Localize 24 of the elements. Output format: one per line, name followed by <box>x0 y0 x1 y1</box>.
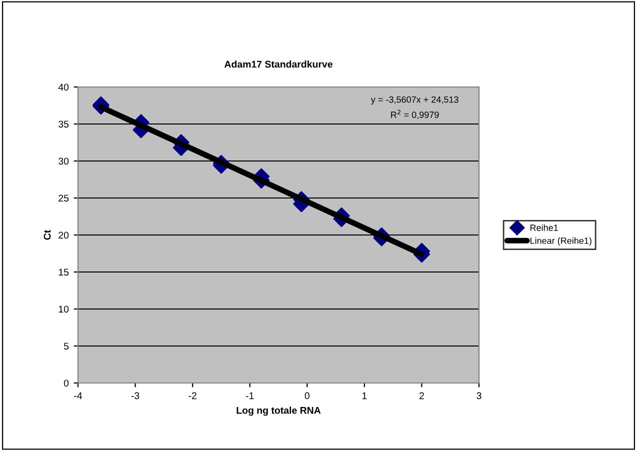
x-tick-label: -4 <box>74 392 82 400</box>
x-tick-label: 2 <box>420 392 424 400</box>
x-tick-label: 0 <box>304 392 310 400</box>
y-tick-label: 25 <box>58 194 69 202</box>
x-tick-label: 3 <box>476 392 482 400</box>
y-tick-label: 15 <box>58 268 69 276</box>
y-tick-label: 35 <box>58 120 69 128</box>
legend-label: Reihe1 <box>530 224 558 231</box>
y-tick-label: 10 <box>58 306 69 313</box>
annotation: R$^{2}$ = 0,9979 <box>391 110 439 120</box>
x-tick-label: 1 <box>362 392 367 400</box>
x-tick-label: -1 <box>246 392 254 400</box>
x-tick-label: -2 <box>188 392 196 400</box>
annotation: y = -3,5607x + 24,513 <box>370 96 458 105</box>
y-axis-title: Ct <box>44 230 51 240</box>
legend-label: Linear (Reihe1) <box>530 237 592 246</box>
y-tick-label: 5 <box>64 342 69 350</box>
y-tick-label: 40 <box>58 84 69 91</box>
y-tick-label: 30 <box>58 158 69 165</box>
x-tick-label: -3 <box>131 392 140 400</box>
x-axis-title: Log ng totale RNA <box>236 406 321 416</box>
y-tick-label: 0 <box>64 380 69 387</box>
y-tick-label: 20 <box>58 232 69 239</box>
chart-title: Adam17 Standardkurve <box>224 60 332 68</box>
